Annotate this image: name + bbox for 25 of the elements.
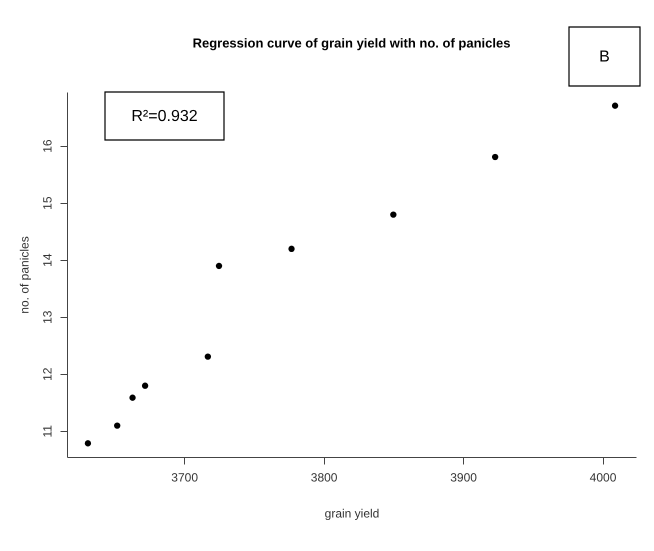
point: [216, 262, 222, 270]
y-tick-label: 14: [40, 253, 54, 267]
point: [142, 382, 148, 389]
point: [114, 422, 120, 429]
text: B: [599, 48, 610, 66]
y-tick-label: 12: [40, 367, 54, 381]
y-axis-title: no. of panicles: [18, 236, 32, 314]
point: [492, 154, 498, 160]
x-tick-label: 4000: [590, 470, 617, 484]
point: [288, 246, 295, 252]
y-tick-label: 11: [40, 424, 54, 438]
x-tick-label: 3900: [450, 470, 478, 484]
point: [129, 394, 136, 401]
y-tick-label: 15: [40, 196, 54, 210]
y-tick-label: 13: [40, 310, 54, 324]
x-tick-label: 3800: [310, 470, 338, 484]
point: [612, 102, 618, 109]
point: [204, 353, 212, 360]
point: [84, 440, 92, 446]
chart-title: Regression curve of grain yield with no. of panicles: [192, 35, 510, 50]
x-tick-label: 3700: [171, 470, 198, 484]
annotation: R²=0.932: [131, 108, 198, 125]
y-tick-label: 16: [40, 139, 54, 153]
point: [390, 211, 396, 218]
x-axis-title: grain yield: [324, 506, 380, 520]
